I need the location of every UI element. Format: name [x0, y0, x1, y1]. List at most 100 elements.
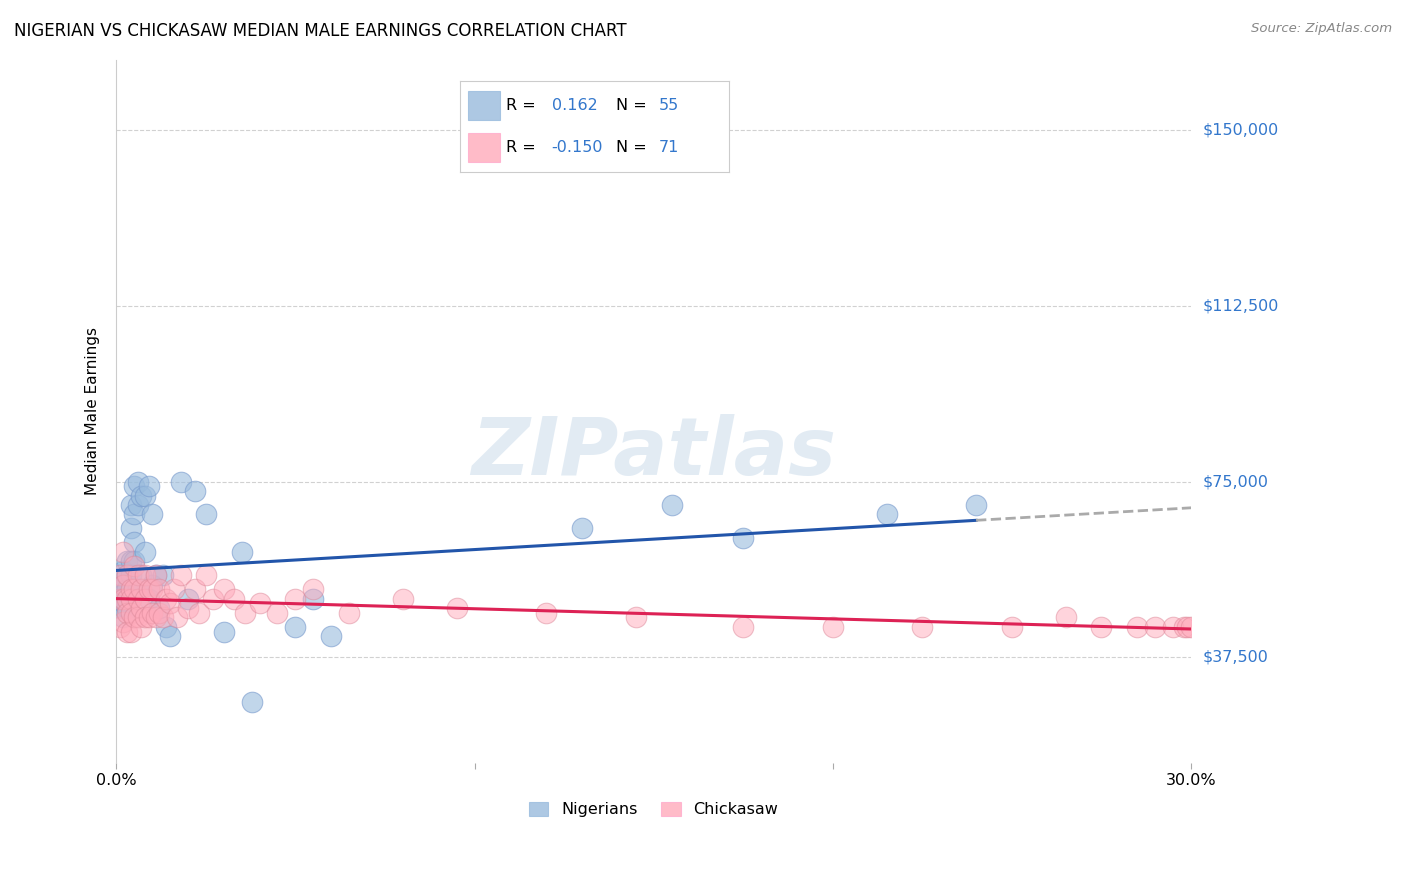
Point [194, 568, 217, 582]
Point [1126, 620, 1149, 634]
Point [1090, 620, 1112, 634]
Point [138, 582, 160, 597]
Text: $150,000: $150,000 [1202, 122, 1278, 137]
Point [120, 521, 142, 535]
Point [201, 591, 224, 606]
Point [170, 475, 193, 489]
Point [134, 489, 156, 503]
Point [876, 508, 898, 522]
Point [152, 610, 174, 624]
Point [127, 591, 149, 606]
Point [112, 577, 135, 591]
Point [112, 601, 135, 615]
Point [212, 624, 235, 639]
Point [108, 591, 131, 606]
Point [177, 601, 200, 615]
Point [249, 596, 271, 610]
Point [145, 610, 167, 624]
Text: $75,000: $75,000 [1202, 474, 1268, 489]
Point [120, 568, 142, 582]
Point [141, 577, 163, 591]
Point [112, 610, 135, 624]
Point [148, 582, 170, 597]
Point [115, 624, 138, 639]
Point [108, 582, 131, 597]
Point [733, 531, 755, 545]
Point [148, 606, 170, 620]
Point [134, 610, 156, 624]
Point [446, 601, 468, 615]
Point [138, 591, 160, 606]
Point [120, 582, 142, 597]
Point [120, 591, 142, 606]
Point [131, 620, 153, 634]
Point [122, 558, 145, 573]
Point [131, 601, 153, 615]
Point [131, 568, 153, 582]
Point [138, 479, 160, 493]
Point [120, 498, 142, 512]
Point [155, 620, 177, 634]
Text: Source: ZipAtlas.com: Source: ZipAtlas.com [1251, 22, 1392, 36]
Point [571, 521, 593, 535]
Point [337, 606, 360, 620]
Point [127, 610, 149, 624]
Point [127, 568, 149, 582]
Point [1001, 620, 1024, 634]
Point [120, 591, 142, 606]
Point [141, 508, 163, 522]
Text: $37,500: $37,500 [1202, 649, 1268, 665]
Point [1144, 620, 1167, 634]
Point [112, 587, 135, 601]
Point [194, 508, 217, 522]
Point [134, 568, 156, 582]
Point [1180, 620, 1202, 634]
Point [392, 591, 415, 606]
Point [159, 629, 181, 643]
Point [284, 591, 307, 606]
Point [108, 568, 131, 582]
Y-axis label: Median Male Earnings: Median Male Earnings [86, 327, 100, 495]
Point [112, 564, 135, 578]
Point [965, 498, 987, 512]
Point [127, 475, 149, 489]
Point [1054, 610, 1077, 624]
Point [122, 535, 145, 549]
Point [138, 610, 160, 624]
Point [108, 601, 131, 615]
Text: NIGERIAN VS CHICKASAW MEDIAN MALE EARNINGS CORRELATION CHART: NIGERIAN VS CHICKASAW MEDIAN MALE EARNIN… [14, 22, 627, 40]
Point [187, 606, 209, 620]
Point [661, 498, 683, 512]
Text: ZIPatlas: ZIPatlas [471, 415, 837, 492]
Point [166, 610, 188, 624]
Point [911, 620, 934, 634]
Point [141, 606, 163, 620]
Point [624, 610, 647, 624]
Point [108, 591, 131, 606]
Point [120, 606, 142, 620]
Point [242, 695, 264, 709]
Point [145, 568, 167, 582]
Point [122, 582, 145, 597]
Point [122, 582, 145, 597]
Point [162, 582, 184, 597]
Point [115, 568, 138, 582]
Point [231, 545, 253, 559]
Point [321, 629, 343, 643]
Point [733, 620, 755, 634]
Point [134, 591, 156, 606]
Point [115, 606, 138, 620]
Point [127, 582, 149, 597]
Point [108, 568, 131, 582]
Point [122, 610, 145, 624]
Point [131, 489, 153, 503]
Point [1161, 620, 1184, 634]
Point [112, 591, 135, 606]
Point [821, 620, 844, 634]
Point [120, 554, 142, 568]
Point [534, 606, 557, 620]
Point [177, 591, 200, 606]
Point [148, 601, 170, 615]
Point [212, 582, 235, 597]
Point [122, 554, 145, 568]
